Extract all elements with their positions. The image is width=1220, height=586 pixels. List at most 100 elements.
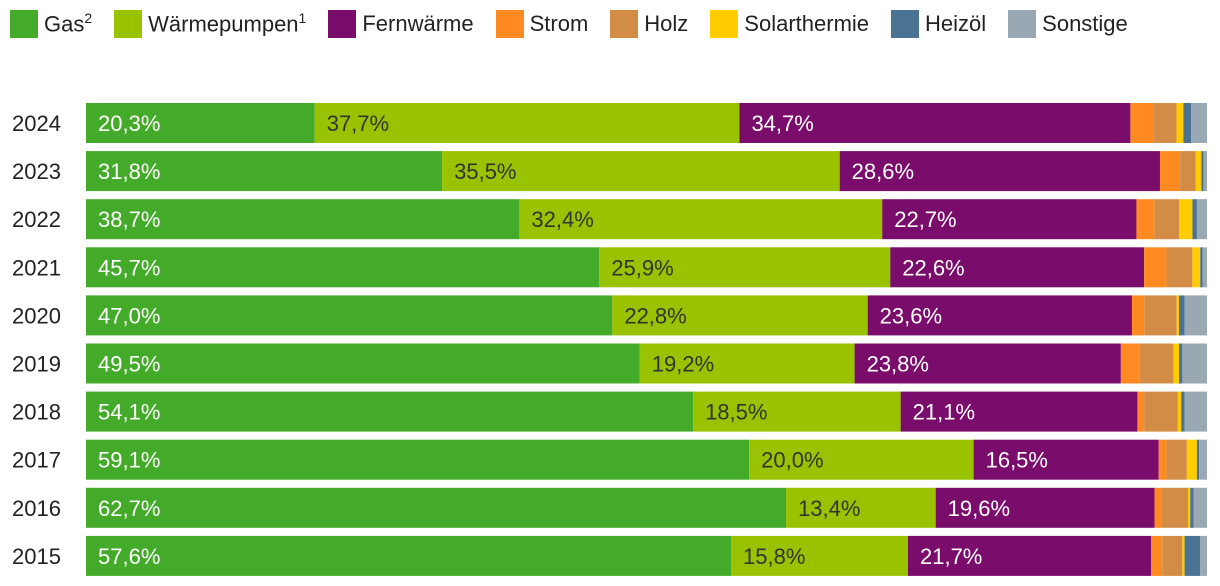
bar-segment-gas-2018	[86, 391, 694, 432]
legend-label: Solarthermie	[744, 11, 870, 36]
bar-segment-solarthermie-2017	[1186, 439, 1197, 480]
legend-label: Gas2	[44, 10, 93, 37]
bar-segment-waermepumpen-2022	[519, 199, 883, 240]
bar-segment-heizoel-2017	[1196, 439, 1200, 480]
bar-segment-gas-2024	[86, 103, 315, 143]
y-tick-label: 2015	[12, 544, 61, 569]
bar-segment-sonstige-2016	[1193, 487, 1207, 528]
bar-segment-heizoel-2016	[1190, 487, 1194, 528]
bar-segment-holz-2019	[1139, 343, 1174, 384]
bar-segment-holz-2018	[1144, 391, 1178, 432]
bar-segment-solarthermie-2020	[1176, 295, 1179, 336]
legend-swatch	[610, 10, 639, 38]
legend-swatch	[328, 10, 357, 38]
y-tick-label: 2023	[12, 159, 61, 184]
data-label: 23,6%	[880, 303, 942, 328]
bar-segment-gas-2023	[86, 151, 443, 192]
bar-segment-sonstige-2020	[1184, 295, 1207, 336]
y-tick-label: 2020	[12, 303, 61, 328]
bar-segment-solarthermie-2016	[1188, 487, 1191, 528]
bar-segment-holz-2022	[1154, 199, 1180, 240]
legend-item-solarthermie: Solarthermie	[710, 10, 869, 38]
y-tick-label: 2019	[12, 352, 61, 377]
bar-segment-heizoel-2015	[1184, 535, 1201, 576]
legend-label: Fernwärme	[362, 11, 474, 36]
bar-segment-strom-2022	[1136, 199, 1155, 240]
data-label: 49,5%	[98, 352, 160, 377]
data-label: 28,6%	[852, 159, 914, 184]
bar-segment-fernwaerme-2024	[739, 103, 1131, 143]
bar-segment-waermepumpen-2016	[786, 487, 936, 528]
legend-item-sonstige: Sonstige	[1008, 10, 1128, 38]
chart-legend: Gas2 Wärmepumpen1 Fernwärme Strom Holz Solart…	[10, 10, 1210, 38]
legend-label: Wärmepumpen1	[148, 10, 307, 37]
legend-label: Strom	[529, 11, 589, 36]
legend-item-heizoel: Heizöl	[891, 10, 986, 38]
data-label: 13,4%	[798, 496, 860, 521]
legend-swatch	[495, 10, 524, 38]
data-label: 37,7%	[327, 111, 389, 136]
legend-item-gas: Gas2	[10, 10, 92, 38]
legend-item-holz: Holz	[610, 10, 688, 38]
data-label: 31,8%	[98, 159, 160, 184]
bar-segment-waermepumpen-2017	[749, 439, 974, 480]
y-tick-label: 2021	[12, 255, 61, 280]
bar-segment-strom-2017	[1158, 439, 1167, 480]
bar-segment-sonstige-2023	[1203, 151, 1207, 192]
bar-segment-holz-2024	[1154, 103, 1177, 143]
bar-segment-fernwaerme-2023	[839, 151, 1160, 192]
bar-segment-gas-2017	[86, 439, 750, 480]
bar-segment-holz-2023	[1180, 151, 1196, 192]
legend-swatch	[891, 10, 920, 38]
legend-item-waermepumpen: Wärmepumpen1	[114, 10, 306, 38]
bar-segment-strom-2020	[1131, 295, 1145, 336]
bar-segment-sonstige-2018	[1184, 391, 1207, 432]
bar-segment-fernwaerme-2018	[900, 391, 1138, 432]
data-label: 16,5%	[986, 448, 1048, 473]
bar-segment-heizoel-2022	[1192, 199, 1197, 240]
data-label: 25,9%	[611, 255, 673, 280]
bar-segment-solarthermie-2019	[1173, 343, 1180, 384]
bar-segment-waermepumpen-2021	[599, 247, 891, 288]
data-label: 38,7%	[98, 207, 160, 232]
data-label: 19,6%	[948, 496, 1010, 521]
bar-segment-strom-2019	[1120, 343, 1140, 384]
y-tick-label: 2024	[12, 111, 61, 136]
bar-segment-holz-2017	[1166, 439, 1187, 480]
bar-segment-waermepumpen-2019	[639, 343, 855, 384]
data-label: 22,8%	[624, 303, 686, 328]
bar-segment-sonstige-2015	[1200, 535, 1207, 576]
bar-segment-gas-2015	[86, 535, 732, 576]
bar-segment-gas-2022	[86, 199, 520, 240]
bar-segment-sonstige-2024	[1191, 103, 1207, 143]
data-label: 57,6%	[98, 544, 160, 569]
y-tick-label: 2018	[12, 400, 61, 425]
bar-segment-heizoel-2020	[1179, 295, 1185, 336]
data-label: 22,6%	[902, 255, 964, 280]
legend-label: Holz	[644, 11, 689, 36]
bar-segment-fernwaerme-2016	[935, 487, 1155, 528]
bar-segment-gas-2020	[86, 295, 613, 336]
data-label: 47,0%	[98, 303, 160, 328]
bar-segment-waermepumpen-2023	[442, 151, 840, 192]
legend-swatch	[114, 10, 143, 38]
bar-segment-strom-2023	[1159, 151, 1181, 192]
data-label: 18,5%	[705, 400, 767, 425]
data-label: 21,7%	[920, 544, 982, 569]
bar-segment-strom-2021	[1144, 247, 1167, 288]
bar-segment-sonstige-2021	[1202, 247, 1207, 288]
bar-segment-heizoel-2018	[1181, 391, 1185, 432]
bar-segment-heizoel-2023	[1201, 151, 1204, 192]
bar-segment-solarthermie-2024	[1176, 103, 1184, 143]
data-label: 20,0%	[761, 448, 823, 473]
data-label: 15,8%	[743, 544, 805, 569]
bar-segment-gas-2016	[86, 487, 787, 528]
data-label: 20,3%	[98, 111, 160, 136]
bar-segment-solarthermie-2023	[1195, 151, 1202, 192]
bar-segment-gas-2021	[86, 247, 600, 288]
bar-segment-fernwaerme-2019	[854, 343, 1121, 384]
legend-swatch	[1008, 10, 1037, 38]
bar-segment-gas-2019	[86, 343, 640, 384]
bar-segment-solarthermie-2022	[1179, 199, 1193, 240]
